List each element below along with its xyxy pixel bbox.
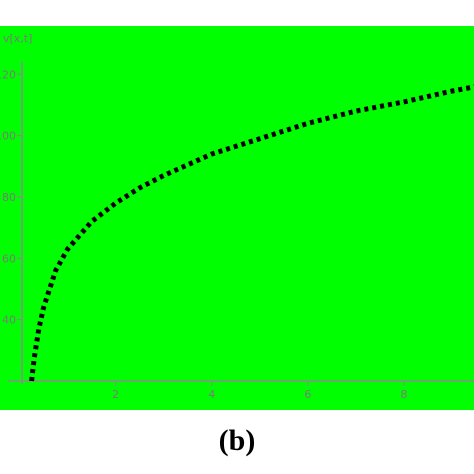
y-tick-label: 80: [2, 191, 16, 204]
chart-panel: v[x,t] 2 4 6 8 120 100 80 60 40: [0, 26, 474, 410]
chart-svg: v[x,t] 2 4 6 8 120 100 80 60 40: [0, 26, 474, 410]
y-tick-label: 40: [2, 314, 16, 327]
x-tick-label: 6: [304, 388, 311, 401]
y-tick-label: 120: [0, 68, 16, 81]
y-tick-label: 60: [2, 252, 16, 265]
x-tick-label: 2: [112, 388, 119, 401]
chart-background: [0, 26, 474, 410]
figure-caption: (b): [218, 424, 256, 457]
tick-group: 2 4 6 8 120 100 80 60 40: [0, 68, 407, 401]
y-axis-label: v[x,t]: [3, 32, 32, 45]
y-tick-label: 100: [0, 130, 16, 143]
x-tick-label: 8: [400, 388, 407, 401]
x-tick-label: 4: [208, 388, 215, 401]
